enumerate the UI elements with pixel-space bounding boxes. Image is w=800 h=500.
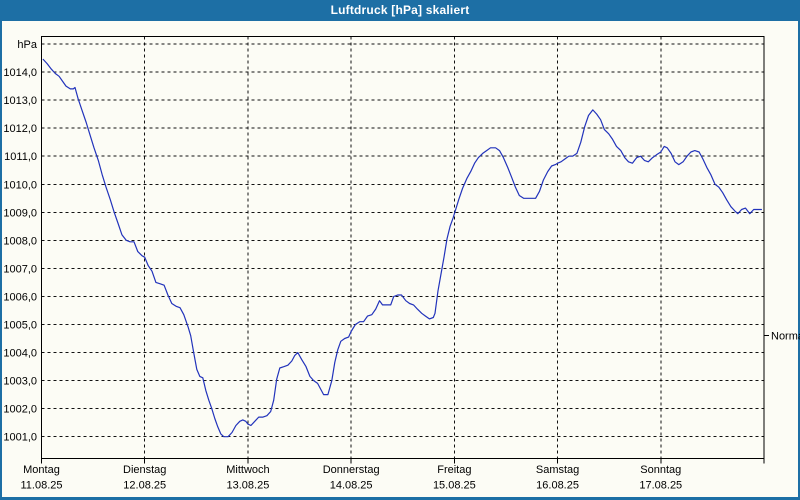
pressure-curve: [42, 58, 763, 438]
y-axis-tick-label: 1001,0: [4, 432, 37, 444]
y-axis-tick-label: 1013,0: [4, 95, 37, 107]
y-axis-tick-label: 1006,0: [4, 291, 37, 303]
y-axis-tick-label: 1003,0: [4, 376, 37, 388]
x-axis-day-label: Mittwoch: [226, 464, 269, 476]
y-axis-tick-label: 1008,0: [4, 235, 37, 247]
x-axis-date-label: 15.08.25: [433, 480, 476, 492]
x-axis-date-label: 14.08.25: [330, 480, 373, 492]
x-axis-day-label: Samstag: [536, 464, 579, 476]
y-axis-tick-label: 1011,0: [4, 151, 37, 163]
y-axis-tick-label: 1010,0: [4, 179, 37, 191]
chart-area: hPa 1014,0 1013,0 1012,0 1011,0 1010,0 1009,0 1…: [4, 21, 800, 497]
normal-label: Normal: [771, 331, 800, 343]
x-axis-day-label: Donnerstag: [323, 464, 380, 476]
x-axis-day-label: Dienstag: [123, 464, 166, 476]
y-axis-tick-label: 1012,0: [4, 123, 37, 135]
plot-border: [41, 36, 765, 459]
x-axis-date-label: 16.08.25: [536, 480, 579, 492]
y-axis-unit-label: hPa: [17, 39, 37, 51]
pressure-line-chart: hPa 1014,0 1013,0 1012,0 1011,0 1010,0 1009,0 1…: [4, 36, 800, 492]
x-axis-day-label: Montag: [23, 464, 60, 476]
y-axis-tick-label: 1014,0: [4, 67, 37, 79]
y-axis-tick-label: 1007,0: [4, 263, 37, 275]
x-axis-date-label: 13.08.25: [227, 480, 270, 492]
y-axis-tick-label: 1009,0: [4, 207, 37, 219]
y-axis-tick-label: 1005,0: [4, 320, 37, 332]
y-axis-tick-label: 1002,0: [4, 404, 37, 416]
title-bar: Luftdruck [hPa] skaliert: [2, 0, 798, 21]
x-axis-date-label: 17.08.25: [639, 480, 682, 492]
x-axis-date-label: 12.08.25: [123, 480, 166, 492]
x-axis-day-label: Freitag: [437, 464, 471, 476]
x-axis-day-label: Sonntag: [640, 464, 681, 476]
window-title: Luftdruck [hPa] skaliert: [330, 3, 470, 17]
y-axis-tick-label: 1004,0: [4, 348, 37, 360]
x-axis-date-label: 11.08.25: [20, 480, 62, 492]
